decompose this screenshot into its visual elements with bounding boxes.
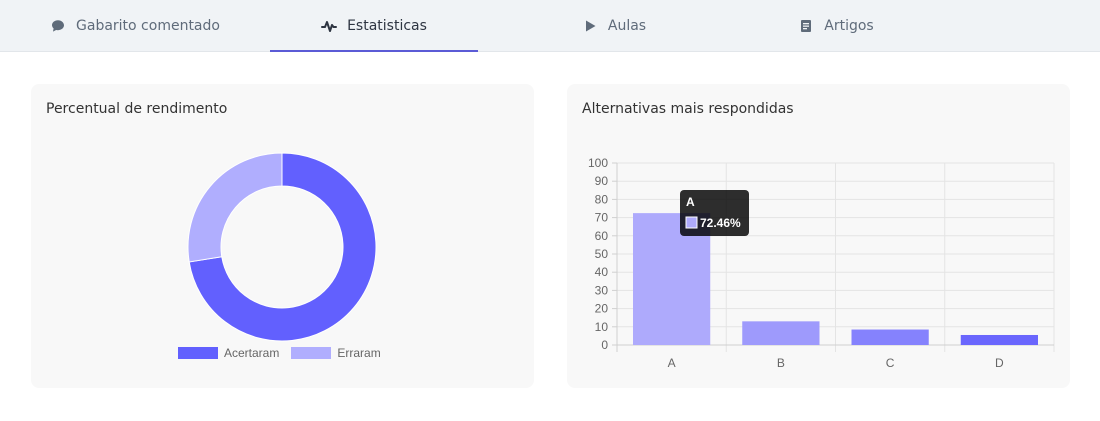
tooltip-swatch bbox=[685, 216, 698, 229]
tab-aulas[interactable]: Aulas bbox=[478, 0, 750, 52]
x-tick-label: A bbox=[668, 356, 676, 370]
x-tick-label: D bbox=[995, 356, 1004, 370]
tab-bar: Gabarito comentado Estatisticas Aulas Ar… bbox=[0, 0, 1100, 52]
tab-label: Estatisticas bbox=[347, 18, 427, 34]
y-tick-label: 60 bbox=[595, 229, 609, 243]
donut-legend: Acertaram Erraram bbox=[178, 346, 393, 360]
comment-icon bbox=[50, 18, 66, 34]
tooltip-value: 72.46% bbox=[700, 216, 741, 230]
tooltip: A 72.46% bbox=[680, 190, 749, 236]
answers-title: Alternativas mais respondidas bbox=[582, 101, 794, 117]
article-icon bbox=[798, 18, 814, 34]
bar-chart: 0 10 20 30 40 50 60 70 80 90 100 A B C D A 72.46% bbox=[588, 156, 1055, 370]
tab-label: Aulas bbox=[607, 18, 647, 34]
legend-swatch-acertaram bbox=[178, 347, 218, 359]
bar-c[interactable] bbox=[851, 329, 929, 345]
donut-slice-acertaram[interactable] bbox=[188, 152, 377, 342]
y-tick-label: 20 bbox=[595, 302, 609, 316]
y-tick-label: 100 bbox=[588, 156, 608, 170]
x-tick-label: B bbox=[777, 356, 785, 370]
tab-estatisticas[interactable]: Estatisticas bbox=[270, 0, 478, 52]
tooltip-title: A bbox=[686, 195, 695, 209]
tab-label: Gabarito comentado bbox=[76, 18, 220, 34]
donut-slice-erraram[interactable] bbox=[187, 152, 283, 263]
bar-d[interactable] bbox=[960, 334, 1038, 345]
tab-artigos[interactable]: Artigos bbox=[700, 0, 972, 52]
legend-swatch-erraram bbox=[291, 347, 332, 359]
legend-label: Erraram bbox=[337, 346, 381, 360]
tab-gabarito-comentado[interactable]: Gabarito comentado bbox=[0, 0, 270, 52]
y-tick-label: 0 bbox=[601, 338, 608, 352]
performance-card: Percentual de rendimento Acertaram Errar… bbox=[31, 84, 534, 388]
answers-card: Alternativas mais respondidas 0 10 20 30 40 5… bbox=[567, 84, 1070, 388]
donut-chart bbox=[187, 152, 377, 342]
y-tick-label: 30 bbox=[595, 283, 609, 297]
pulse-icon bbox=[321, 18, 338, 34]
legend-item-erraram[interactable]: Erraram bbox=[291, 346, 381, 360]
bar-b[interactable] bbox=[742, 321, 820, 345]
legend-item-acertaram[interactable]: Acertaram bbox=[178, 346, 279, 360]
legend-label: Acertaram bbox=[224, 346, 280, 360]
y-tick-label: 40 bbox=[595, 265, 609, 279]
y-tick-label: 50 bbox=[595, 247, 609, 261]
tab-label: Artigos bbox=[824, 18, 874, 34]
performance-title: Percentual de rendimento bbox=[46, 101, 228, 117]
x-tick-label: C bbox=[886, 356, 895, 370]
play-icon bbox=[582, 18, 598, 34]
y-tick-label: 90 bbox=[595, 174, 609, 188]
y-tick-label: 70 bbox=[595, 211, 609, 225]
y-tick-label: 10 bbox=[595, 320, 609, 334]
y-tick-label: 80 bbox=[595, 192, 609, 206]
